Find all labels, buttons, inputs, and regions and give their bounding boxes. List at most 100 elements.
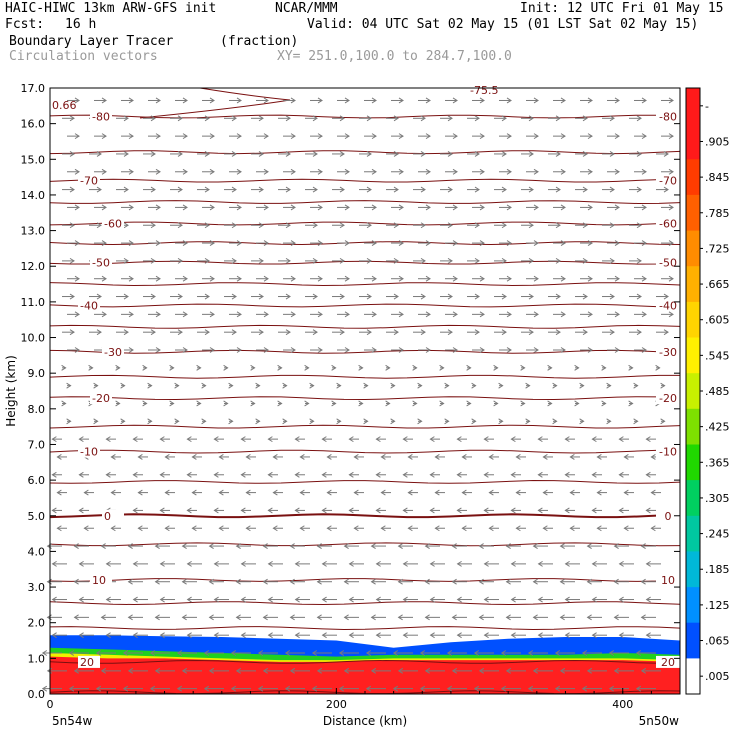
colorbar-label: .725 [705,242,730,255]
wind-vector-head [420,115,426,122]
wind-vector [375,560,391,567]
wind-vector [132,560,148,567]
vector-field-label: Circulation vectors [9,49,158,64]
wind-vector-head [209,240,215,246]
wind-vector-head [587,347,593,353]
wind-vector [181,614,197,621]
wind-vector [267,507,278,514]
wind-vector [645,596,661,603]
wind-vector-head [74,347,80,353]
wind-vector-head [255,382,261,389]
wind-vector-head [343,578,349,585]
wind-vector-head [582,222,588,229]
wind-vector [413,257,426,264]
wind-vector-head [110,489,116,496]
wind-vector [337,311,350,318]
wind-vector [197,115,210,122]
wind-vector-head [316,614,322,621]
wind-vector [256,347,269,353]
wind-vector [364,168,377,175]
wind-vector [309,382,315,389]
wind-vector [364,275,377,282]
wind-vector-head [447,115,453,122]
wind-vector-head [420,329,426,336]
wind-vector-head [402,507,408,514]
contour-line--30 [49,349,681,354]
wind-vector-head [257,650,264,656]
wind-vector-head [501,115,507,122]
wind-vector [175,311,188,318]
wind-vector [493,364,499,371]
wind-vector [537,471,548,478]
wind-vector-head [452,97,458,104]
wind-vector [434,489,445,496]
wind-vector-head [164,525,170,532]
wind-vector-head [177,151,183,157]
wind-vector [201,418,207,425]
wind-vector [213,632,229,639]
wind-vector-head [560,204,566,211]
contour-label-right: 0 [665,510,672,523]
wind-vector-head [344,347,350,353]
colorbar-label: .005 [705,670,730,683]
wind-vector [650,525,661,532]
wind-vector [208,543,224,549]
wind-vector-head [326,525,332,532]
wind-vector [521,222,534,229]
wind-vector-head [150,186,156,193]
wind-vector [375,596,391,603]
wind-vector-head [640,543,646,549]
wind-vector-head [159,596,165,603]
wind-vector [132,436,143,443]
wind-vector-head [240,507,246,514]
wind-vector-head [614,240,620,246]
wind-vector-head [223,364,229,371]
wind-vector [95,685,116,692]
wind-vector-head [515,454,521,460]
wind-vector-head [128,240,134,246]
wind-vector [440,293,453,300]
wind-vector-head [500,685,507,692]
wind-vector-head [186,507,192,514]
wind-vector-head [569,525,575,532]
wind-vector [359,186,372,193]
wind-vector-head [444,382,450,389]
wind-vector [494,257,507,264]
wind-vector-head [474,329,480,336]
contour-label-left: -40 [80,299,98,312]
wind-vector-head [478,543,484,549]
wind-vector-head [285,329,291,336]
wind-vector-head [498,382,504,389]
wind-vector [51,471,62,478]
wind-vector [385,400,391,407]
wind-vector [310,311,323,318]
wind-vector-head [201,418,207,425]
wind-vector-head [123,186,129,193]
wind-vector [412,364,418,371]
wind-vector [419,650,440,656]
wind-vector-head [582,115,588,122]
wind-vector [224,257,237,264]
wind-vector-head [623,489,629,496]
wind-vector-head [618,507,624,514]
colorbar-swatch [686,444,700,481]
wind-vector-head [128,97,134,104]
wind-vector [56,489,67,496]
wind-vector [277,400,283,407]
wind-vector [591,436,602,443]
wind-vector [174,382,180,389]
contour-label-bg [102,509,124,522]
wind-vector [337,133,350,140]
wind-vector [353,454,364,460]
contour-label-bg [90,110,112,123]
wind-vector-head [277,364,283,371]
wind-vector-head [528,222,534,229]
wind-vector-head [147,382,153,389]
wind-vector [602,293,615,300]
wind-vector [282,418,288,425]
wind-vector [278,257,291,264]
wind-vector [645,436,656,443]
wind-vector-head [506,204,512,211]
wind-vector-head [128,204,134,211]
wind-vector [386,186,399,193]
